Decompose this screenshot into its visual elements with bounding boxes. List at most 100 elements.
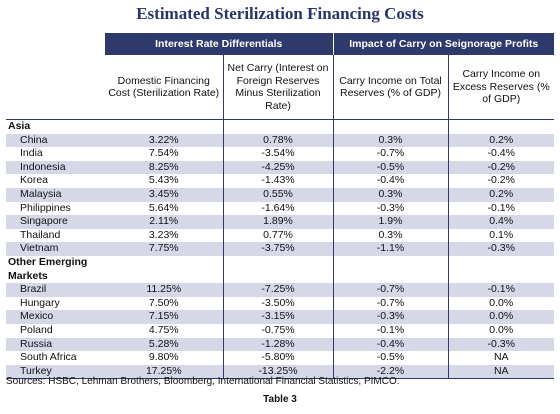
country-cell: Brazil — [6, 283, 105, 297]
domestic-cost-cell: 17.25% — [105, 364, 223, 379]
excess-reserves-cell: -0.3% — [447, 242, 555, 256]
total-reserves-cell: -2.2% — [332, 364, 448, 379]
table-row: China 3.22% 0.78% 0.3% 0.2% — [6, 133, 555, 148]
domestic-cost-cell: 7.15% — [105, 310, 223, 324]
country-cell: Hungary — [20, 296, 60, 309]
domestic-cost-cell: 9.80% — [148, 351, 179, 364]
excess-reserves-cell: 0.0% — [447, 296, 555, 311]
column-header-total-reserves: Carry Income on Total Reserves (% of GDP… — [332, 55, 448, 120]
excess-reserves-cell: 0.4% — [447, 215, 555, 229]
country-cell: Mexico — [6, 310, 105, 324]
domestic-cost-cell: 4.75% — [148, 323, 179, 336]
total-reserves-cell: 0.3% — [332, 187, 448, 202]
table-row: Korea 5.43% -1.43% -0.4% -0.2% — [6, 174, 555, 188]
excess-reserves-cell: -0.1% — [447, 283, 555, 297]
excess-reserves-cell: 0.2% — [447, 133, 555, 148]
total-reserves-cell: -1.1% — [332, 242, 448, 256]
table-title: Estimated Sterilization Financing Costs — [136, 4, 424, 23]
total-reserves-cell: 0.3% — [332, 133, 448, 148]
excess-reserves-cell: -0.2% — [447, 160, 555, 175]
domestic-cost-cell: 5.64% — [148, 201, 179, 214]
net-carry-cell: 0.77% — [222, 228, 333, 243]
domestic-cost-cell: 7.50% — [148, 296, 179, 309]
total-reserves-cell: 0.3% — [332, 228, 448, 243]
domestic-cost-cell: 2.11% — [105, 215, 223, 229]
total-reserves-cell: -0.4% — [332, 337, 448, 352]
total-reserves-cell: -0.7% — [332, 147, 448, 161]
table-row: Singapore 2.11% 1.89% 1.9% 0.4% — [6, 215, 555, 229]
net-carry-cell: 0.78% — [222, 133, 333, 148]
country-cell: Russia — [6, 337, 105, 352]
domestic-cost-cell: 3.22% — [105, 133, 223, 148]
excess-reserves-cell: -0.2% — [447, 174, 555, 188]
net-carry-cell: -3.75% — [222, 242, 333, 256]
total-reserves-cell: -0.5% — [332, 160, 448, 175]
table-row: Hungary 7.50% -3.50% -0.7% 0.0% — [6, 296, 555, 311]
table-row: Poland 4.75% -0.75% -0.1% 0.0% — [6, 323, 555, 338]
table-row: Vietnam 7.75% -3.75% -1.1% -0.3% — [6, 242, 555, 256]
excess-reserves-cell: 0.0% — [447, 323, 555, 338]
section-spacer-cell — [222, 119, 333, 134]
group-header-interest: Interest Rate Differentials — [105, 33, 333, 55]
country-cell: Vietnam — [6, 242, 105, 256]
excess-reserves-cell: -0.1% — [447, 201, 555, 216]
excess-reserves-cell: NA — [447, 364, 555, 379]
table-row: South Africa 9.80% -5.80% -0.5% NA — [6, 351, 555, 365]
total-reserves-cell: -0.3% — [332, 201, 448, 216]
country-cell: Korea — [20, 174, 49, 187]
net-carry-cell: -1.43% — [222, 174, 333, 188]
total-reserves-cell: -0.7% — [332, 296, 448, 311]
table-row: Malaysia 3.45% 0.55% 0.3% 0.2% — [6, 187, 555, 202]
country-cell: South Africa — [20, 351, 77, 364]
section-spacer-cell — [447, 119, 555, 134]
excess-reserves-cell: 0.1% — [447, 228, 555, 243]
country-cell: Thailand — [20, 228, 61, 241]
domestic-cost-cell: 5.28% — [105, 337, 223, 352]
table-row: India 7.54% -3.54% -0.7% -0.4% — [6, 147, 555, 161]
section-spacer-cell — [332, 119, 448, 134]
total-reserves-cell: -0.7% — [332, 283, 448, 297]
net-carry-cell: -3.15% — [222, 310, 333, 324]
country-cell: Indonesia — [6, 160, 105, 175]
net-carry-cell: -5.80% — [222, 351, 333, 365]
domestic-cost-cell: 7.54% — [148, 147, 179, 160]
table-caption: Table 3 — [263, 394, 297, 405]
empty-corner — [6, 33, 105, 55]
domestic-cost-cell: 8.25% — [105, 160, 223, 175]
section-spacer-cell — [222, 255, 333, 284]
table-row: Philippines 5.64% -1.64% -0.3% -0.1% — [6, 201, 555, 216]
sources-note: Sources: HSBC, Lehman Brothers, Bloomber… — [6, 376, 400, 387]
section-header-row: Other Emerging Markets — [6, 255, 555, 284]
column-header-row: Domestic Financing Cost (Sterilization R… — [6, 55, 555, 120]
excess-reserves-cell: 0.0% — [447, 310, 555, 324]
section-spacer-cell — [105, 119, 223, 134]
net-carry-cell: -3.50% — [222, 296, 333, 311]
net-carry-cell: -4.25% — [222, 160, 333, 175]
net-carry-cell: 0.55% — [222, 187, 333, 202]
section-spacer-cell — [447, 255, 555, 284]
net-carry-cell: -0.75% — [222, 323, 333, 338]
section-spacer-cell — [105, 255, 223, 284]
excess-reserves-cell: 0.2% — [447, 187, 555, 202]
section-label: Other Emerging Markets — [6, 255, 105, 284]
column-header-excess-reserves: Carry Income on Excess Reserves (% of GD… — [447, 55, 555, 120]
country-cell: Singapore — [6, 215, 105, 229]
excess-reserves-cell: -0.3% — [447, 337, 555, 352]
total-reserves-cell: -0.3% — [332, 310, 448, 324]
domestic-cost-cell: 7.75% — [105, 242, 223, 256]
column-header-net-carry: Net Carry (Interest on Foreign Reserves … — [222, 55, 333, 120]
domestic-cost-cell: 5.43% — [148, 174, 179, 187]
table-row: Brazil 11.25% -7.25% -0.7% -0.1% — [6, 283, 555, 297]
country-cell: Philippines — [20, 201, 71, 214]
excess-reserves-cell: -0.4% — [447, 147, 555, 161]
table-row: Turkey 17.25% -13.25% -2.2% NA — [6, 364, 555, 379]
net-carry-cell: -7.25% — [222, 283, 333, 297]
net-carry-cell: 1.89% — [222, 215, 333, 229]
country-cell: China — [6, 133, 105, 148]
empty-corner — [6, 55, 105, 120]
group-header-carry: Impact of Carry on Seignorage Profits — [332, 33, 555, 55]
country-cell: Malaysia — [6, 187, 105, 202]
table-row: Indonesia 8.25% -4.25% -0.5% -0.2% — [6, 160, 555, 175]
table-row: Russia 5.28% -1.28% -0.4% -0.3% — [6, 337, 555, 352]
net-carry-cell: -3.54% — [222, 147, 333, 161]
